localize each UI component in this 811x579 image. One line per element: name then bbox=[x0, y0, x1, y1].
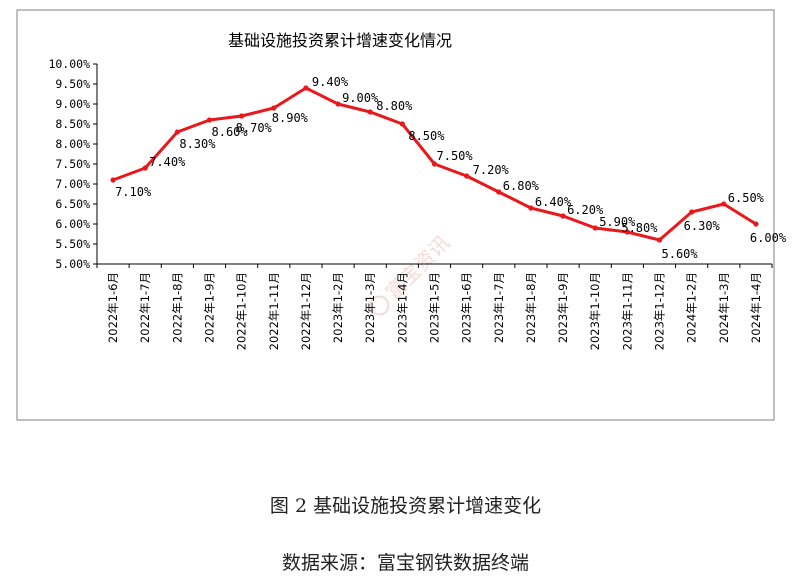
data-label: 7.40% bbox=[149, 155, 186, 169]
x-tick-label: 2023年1-11月 bbox=[620, 272, 634, 350]
data-label: 7.50% bbox=[437, 149, 474, 163]
data-label: 8.90% bbox=[272, 111, 309, 125]
plot-area: 7.10% 7.40% 8.30%8.60%8.70%8.90% 9.40% 9.00%… bbox=[110, 75, 787, 261]
x-tick-label: 2023年1-6月 bbox=[460, 272, 474, 343]
x-tick-label: 2023年1-2月 bbox=[331, 272, 345, 343]
x-tick-label: 2022年1-6月 bbox=[106, 272, 120, 343]
data-label: 8.80% bbox=[376, 99, 413, 113]
x-tick-label: 2022年1-7月 bbox=[138, 272, 152, 343]
x-tick-label: 2023年1-7月 bbox=[492, 272, 506, 343]
data-point bbox=[399, 121, 405, 127]
x-tick-label: 2022年1-9月 bbox=[203, 272, 217, 343]
chart-frame: 基础设施投资累计增速变化情况 富宝资讯 5.00%5.50%6.00%6.50%… bbox=[16, 9, 787, 421]
data-label: 8.70% bbox=[236, 121, 273, 135]
x-tick-label: 2023年1-8月 bbox=[524, 272, 538, 343]
data-label: 8.50% bbox=[408, 129, 445, 143]
x-tick-label: 2024年1-2月 bbox=[685, 272, 699, 343]
x-tick-label: 2022年1-10月 bbox=[235, 272, 249, 350]
data-point bbox=[689, 209, 695, 215]
data-point bbox=[431, 161, 438, 167]
y-tick-label: 7.00% bbox=[55, 177, 90, 191]
y-tick-label: 5.00% bbox=[55, 257, 90, 271]
data-label: 6.00% bbox=[750, 231, 787, 245]
x-tick-label: 2022年1-12月 bbox=[299, 272, 313, 350]
x-axis: 2022年1-6月 2022年1-7月 2022年1-8月 2022年1-9月 2022… bbox=[96, 263, 773, 350]
x-tick-label: 2023年1-12月 bbox=[653, 272, 667, 350]
data-label: 6.20% bbox=[567, 203, 604, 217]
y-tick-label: 5.50% bbox=[55, 237, 90, 251]
data-label: 8.30% bbox=[179, 137, 216, 151]
data-label: 8.60% bbox=[212, 125, 249, 139]
data-point bbox=[560, 213, 566, 219]
data-label: 6.50% bbox=[728, 191, 765, 205]
data-point bbox=[721, 201, 727, 207]
data-point bbox=[271, 105, 277, 111]
data-label: 9.40% bbox=[312, 75, 349, 89]
data-point bbox=[110, 177, 116, 183]
data-label: 6.80% bbox=[503, 179, 540, 193]
data-label: 7.10% bbox=[115, 185, 152, 199]
data-label: 9.00% bbox=[342, 91, 379, 105]
data-point bbox=[528, 205, 534, 211]
data-point bbox=[656, 237, 663, 243]
data-point bbox=[335, 101, 341, 107]
data-label: 5.60% bbox=[662, 247, 699, 261]
data-label: 5.80% bbox=[621, 221, 658, 235]
data-point bbox=[206, 117, 213, 123]
y-axis: 5.00% 5.50% 6.00% 6.50% 7.00% 7.50% 8.00% 8.50%… bbox=[48, 57, 98, 271]
x-tick-label: 2022年1-8月 bbox=[170, 272, 184, 343]
x-tick-label: 2023年1-4月 bbox=[395, 272, 409, 343]
data-label: 6.40% bbox=[535, 195, 572, 209]
data-label: 5.90% bbox=[599, 215, 636, 229]
y-tick-label: 6.50% bbox=[55, 197, 90, 211]
data-point bbox=[464, 173, 470, 179]
x-tick-label: 2023年1-5月 bbox=[428, 272, 442, 343]
x-tick-label: 2024年1-4月 bbox=[749, 272, 763, 343]
figure-caption: 图 2 基础设施投资累计增速变化 bbox=[269, 495, 542, 517]
data-point bbox=[367, 109, 373, 115]
data-point bbox=[303, 85, 309, 91]
data-point bbox=[496, 189, 502, 195]
chart-title: 基础设施投资累计增速变化情况 bbox=[228, 31, 452, 50]
x-tick-label: 2024年1-3月 bbox=[717, 272, 731, 343]
x-tick-label: 2023年1-3月 bbox=[363, 272, 377, 343]
y-tick-label: 8.50% bbox=[55, 117, 90, 131]
data-point bbox=[624, 229, 630, 235]
data-point bbox=[592, 225, 598, 231]
data-point bbox=[174, 129, 180, 135]
data-point bbox=[753, 221, 759, 227]
data-point bbox=[142, 165, 148, 171]
y-tick-label: 10.00% bbox=[48, 57, 90, 71]
y-tick-label: 8.00% bbox=[55, 137, 90, 151]
data-label: 7.20% bbox=[473, 163, 510, 177]
x-tick-label: 2023年1-9月 bbox=[556, 272, 570, 343]
y-tick-label: 6.00% bbox=[55, 217, 90, 231]
source-caption: 数据来源：富宝钢铁数据终端 bbox=[281, 552, 529, 574]
data-label: 6.30% bbox=[684, 219, 721, 233]
data-point bbox=[239, 113, 245, 119]
y-tick-label: 9.50% bbox=[55, 77, 90, 91]
y-tick-label: 7.50% bbox=[55, 157, 90, 171]
y-tick-label: 9.00% bbox=[55, 97, 90, 111]
x-tick-label: 2022年1-11月 bbox=[267, 272, 281, 350]
x-tick-label: 2023年1-10月 bbox=[588, 272, 602, 350]
